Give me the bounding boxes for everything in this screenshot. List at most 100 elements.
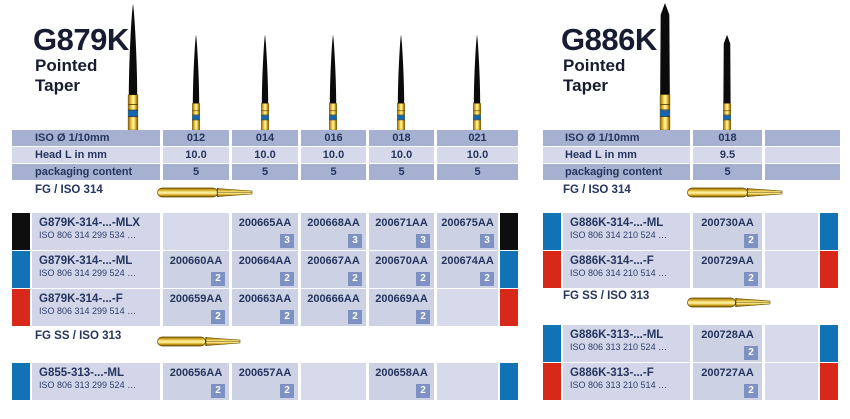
quantity-badge: 3 [348, 234, 362, 248]
order-code: 200657AA [238, 367, 292, 379]
spec-value: 5 [232, 164, 298, 180]
product-label-cell: G886K-314-...-F ISO 806 314 210 514 … [563, 251, 690, 288]
bur-icon-g879k-018 [391, 34, 411, 130]
spec-row-iso-diameter: ISO Ø 1/10mm 018 [543, 130, 840, 146]
bur-icon-g886k-large [647, 2, 683, 130]
order-code: 200675AA [441, 217, 494, 229]
product-name: G886K-314-...-F [570, 255, 654, 267]
order-code-cell [765, 363, 818, 400]
bur-icon-g886k-018 [717, 34, 737, 130]
grit-bar-right [500, 289, 518, 326]
product-label-cell: G879K-314-...-F ISO 806 314 299 514 … [32, 289, 160, 326]
order-code: 200729AA [701, 255, 754, 267]
spec-table-g879k: ISO Ø 1/10mm 012 014 016 018 021 Head L … [12, 130, 518, 181]
spec-table-g886k: ISO Ø 1/10mm 018 Head L in mm 9.5 packag… [543, 130, 840, 181]
grit-bar-right [820, 251, 838, 288]
quantity-badge: 3 [280, 234, 294, 248]
spec-row-head-length: Head L in mm 10.0 10.0 10.0 10.0 10.0 [12, 147, 518, 163]
order-code-cell [437, 363, 498, 400]
order-code-cell: 200668AA 3 [301, 213, 366, 250]
order-code: 200669AA [375, 293, 428, 305]
order-code: 200658AA [375, 367, 428, 379]
spec-value: 016 [301, 130, 366, 146]
section-subtitle-line1: Pointed [35, 56, 98, 75]
quantity-badge: 3 [416, 234, 430, 248]
bur-icon-g879k-021 [467, 34, 487, 130]
spec-label: Head L in mm [12, 147, 160, 163]
product-row-g855-ml: G855-313-...-ML ISO 806 313 299 524 … 20… [12, 363, 518, 400]
spec-value: 9.5 [693, 147, 762, 163]
product-name: G886K-313-...-ML [570, 329, 664, 341]
product-iso-number: ISO 806 313 210 524 … [570, 342, 668, 352]
shank-fg-icon [686, 184, 786, 201]
quantity-badge: 2 [416, 384, 430, 398]
order-code: 200666AA [307, 293, 360, 305]
order-code: 200668AA [307, 217, 360, 229]
order-code-cell: 200727AA 2 [693, 363, 762, 400]
product-label-cell: G879K-314-...-MLX ISO 806 314 299 534 … [32, 213, 160, 250]
product-row-g886k-313-ml: G886K-313-...-ML ISO 806 313 210 524 … 2… [543, 325, 838, 362]
spec-value: 021 [437, 130, 518, 146]
spec-value: 5 [369, 164, 434, 180]
order-code-cell: 200669AA 2 [369, 289, 434, 326]
spec-label: packaging content [12, 164, 160, 180]
order-code-cell: 200660AA 2 [163, 251, 229, 288]
order-code: 200660AA [169, 255, 223, 267]
spec-value [765, 147, 840, 163]
product-name: G855-313-...-ML [39, 367, 124, 379]
product-label-cell: G879K-314-...-ML ISO 806 314 299 524 … [32, 251, 160, 288]
order-code-cell: 200667AA 2 [301, 251, 366, 288]
quantity-badge: 2 [480, 272, 494, 286]
product-iso-number: ISO 806 314 299 534 … [39, 230, 137, 240]
section-title-g886k: G886K [561, 22, 657, 57]
spec-value: 018 [693, 130, 762, 146]
spec-value [765, 164, 840, 180]
grit-bar-right [820, 213, 838, 250]
spec-value: 5 [163, 164, 229, 180]
section-subtitle-line2: Taper [35, 76, 81, 95]
quantity-badge: 2 [211, 272, 225, 286]
order-code-cell: 200729AA 2 [693, 251, 762, 288]
product-name: G879K-314-...-MLX [39, 217, 140, 229]
spec-value: 10.0 [163, 147, 229, 163]
order-code-cell [301, 363, 366, 400]
quantity-badge: 2 [744, 272, 758, 286]
product-row-g879k-mlx: G879K-314-...-MLX ISO 806 314 299 534 … … [12, 213, 518, 250]
order-code: 200665AA [238, 217, 292, 229]
product-row-g879k-f: G879K-314-...-F ISO 806 314 299 514 … 20… [12, 289, 518, 326]
grit-bar-left [12, 251, 30, 288]
spec-value: 10.0 [301, 147, 366, 163]
quantity-badge: 2 [348, 272, 362, 286]
quantity-badge: 2 [744, 384, 758, 398]
section-subtitle-line2: Taper [563, 76, 609, 95]
grit-bar-left [543, 251, 561, 288]
spec-value: 018 [369, 130, 434, 146]
grit-bar-left [543, 363, 561, 400]
spec-value: 10.0 [232, 147, 298, 163]
product-label-cell: G886K-313-...-ML ISO 806 313 210 524 … [563, 325, 690, 362]
order-code-cell: 200666AA 2 [301, 289, 366, 326]
order-code: 200670AA [375, 255, 428, 267]
order-code-cell: 200665AA 3 [232, 213, 298, 250]
spec-value: 012 [163, 130, 229, 146]
spec-row-head-length: Head L in mm 9.5 [543, 147, 840, 163]
quantity-badge: 2 [211, 310, 225, 324]
grit-bar-left [12, 213, 30, 250]
product-iso-number: ISO 806 314 299 524 … [39, 268, 137, 278]
product-iso-number: ISO 806 314 210 514 … [570, 268, 668, 278]
order-code: 200663AA [238, 293, 292, 305]
order-code-cell: 200658AA 2 [369, 363, 434, 400]
grit-bar-left [543, 213, 561, 250]
product-row-g886k-314-ml: G886K-314-...-ML ISO 806 314 210 524 … 2… [543, 213, 838, 250]
shank-fgss-icon [686, 294, 774, 311]
product-label-cell: G886K-313-...-F ISO 806 313 210 514 … [563, 363, 690, 400]
order-code: 200671AA [375, 217, 428, 229]
order-code-cell: 200659AA 2 [163, 289, 229, 326]
section-subtitle-line1: Pointed [563, 56, 626, 75]
product-label-cell: G886K-314-...-ML ISO 806 314 210 524 … [563, 213, 690, 250]
order-code-cell [765, 251, 818, 288]
order-code-cell: 200663AA 2 [232, 289, 298, 326]
order-code-cell: 200656AA 2 [163, 363, 229, 400]
order-code: 200664AA [238, 255, 292, 267]
